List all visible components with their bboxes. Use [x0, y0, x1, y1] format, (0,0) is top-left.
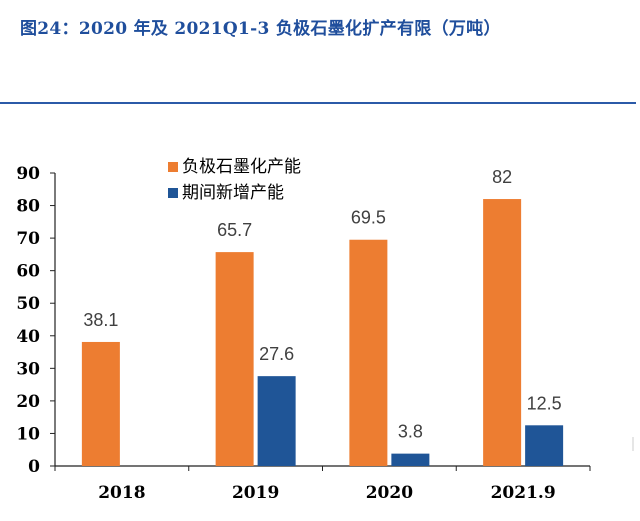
legend-swatch: [168, 188, 178, 198]
bar: [525, 425, 564, 466]
data-label: 69.5: [351, 208, 386, 228]
title-divider: [0, 102, 636, 104]
x-tick-label: 2020: [366, 483, 413, 503]
data-label: 38.1: [83, 310, 118, 330]
legend-label: 期间新增产能: [182, 183, 284, 203]
y-tick-label: 90: [16, 164, 40, 184]
x-tick-labels: 2018 2019 2020 2021.9: [98, 483, 555, 503]
bar: [391, 453, 430, 466]
legend-swatch: [168, 162, 178, 172]
y-tick-label: 80: [16, 197, 40, 217]
x-tick-label: 2019: [232, 483, 279, 503]
y-tick-label: 40: [16, 327, 40, 347]
data-label: 3.8: [398, 422, 423, 442]
edge-mark: [632, 437, 634, 451]
y-tick-label: 50: [16, 294, 40, 314]
data-label: 65.7: [217, 220, 252, 240]
y-tick-label: 10: [16, 424, 40, 444]
y-tick-label: 70: [16, 229, 40, 249]
data-label: 27.6: [259, 344, 294, 364]
y-tick-label: 60: [16, 262, 40, 282]
data-label: 12.5: [527, 393, 562, 413]
bar: [215, 252, 254, 466]
y-tick-labels: 0 10 20 30 40 50 60 70 80 90: [16, 164, 40, 477]
x-tick-label: 2021.9: [491, 483, 556, 503]
bar: [81, 341, 120, 466]
figure-title: 图24：2020 年及 2021Q1-3 负极石墨化扩产有限（万吨）: [20, 19, 501, 39]
bar: [349, 239, 388, 466]
y-tick-label: 30: [16, 359, 40, 379]
y-tick-label: 0: [28, 457, 40, 477]
bar-chart: 0 10 20 30 40 50 60 70 80 90 2018 2019 2020 2021.9 3…: [16, 157, 591, 503]
bar: [483, 199, 522, 467]
bar: [257, 376, 296, 466]
y-tick-label: 20: [16, 392, 40, 412]
data-label: 82: [492, 167, 512, 187]
legend-label: 负极石墨化产能: [182, 157, 301, 177]
bars: [81, 199, 564, 467]
x-tick-label: 2018: [98, 483, 145, 503]
data-labels: 38.1 65.7 27.6 69.5 3.8 82 12.5: [83, 167, 561, 442]
